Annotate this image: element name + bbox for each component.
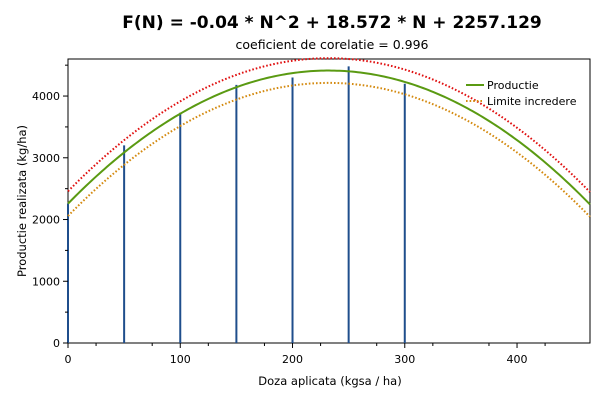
productie-line (67, 69, 591, 206)
chart-title: F(N) = -0.04 * N^2 + 18.572 * N + 2257.1… (122, 13, 541, 33)
x-tick-label: 100 (170, 353, 191, 366)
y-tick-label: 0 (53, 337, 60, 350)
plot-frame (67, 58, 591, 344)
curves-layer (67, 57, 591, 218)
y-axis-label: Productie realizata (kg/ha) (15, 125, 29, 277)
chart-subtitle: coeficient de corelatie = 0.996 (236, 37, 429, 52)
y-tick-label: 4000 (32, 90, 60, 103)
y-tick-label: 2000 (32, 214, 60, 227)
x-axis-label: Doza aplicata (kgsa / ha) (258, 374, 401, 388)
observations-layer (67, 66, 406, 343)
y-tick-label: 3000 (32, 152, 60, 165)
legend-label-productie: Productie (487, 79, 539, 92)
plot-border (67, 58, 591, 344)
x-tick-label: 0 (65, 353, 72, 366)
y-tick-label: 1000 (32, 275, 60, 288)
legend-label-limite: Limite incredere (487, 95, 577, 108)
x-tick-label: 200 (282, 353, 303, 366)
x-tick-label: 300 (394, 353, 415, 366)
legend: Productie Limite incredere (466, 79, 577, 108)
x-tick-label: 400 (507, 353, 528, 366)
